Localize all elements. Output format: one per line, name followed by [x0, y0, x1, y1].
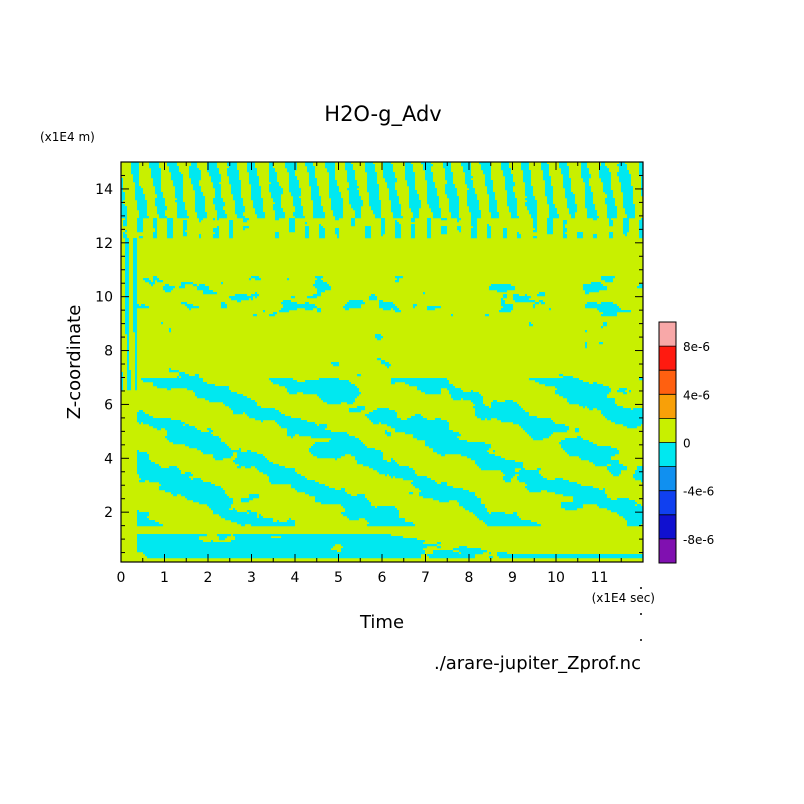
x-axis-unit: (x1E4 sec): [592, 591, 655, 605]
colorbar-label: -8e-6: [683, 533, 714, 547]
corner-marker: [640, 613, 642, 615]
x-tick-label: 10: [547, 570, 565, 586]
y-tick-label: 14: [95, 182, 113, 198]
y-tick-label: 2: [104, 505, 113, 521]
y-tick-label: 12: [95, 236, 113, 252]
x-tick-label: 1: [160, 570, 169, 586]
colorbar-level: [659, 490, 676, 515]
plot-area: [120, 161, 644, 563]
x-axis: 0 1 2 3 4 5 6 7 8 9 10 11: [117, 162, 644, 586]
x-tick-label: 9: [508, 570, 517, 586]
y-axis-unit: (x1E4 m): [40, 130, 95, 144]
colorbar-frame: [658, 321, 677, 564]
x-tick-label: 11: [591, 570, 609, 586]
y-axis-label: Z-coordinate: [64, 305, 85, 420]
negative-region: [121, 162, 643, 559]
colorbar-level: [659, 442, 676, 467]
y-tick-label: 6: [104, 397, 113, 413]
colorbar-label: 4e-6: [683, 388, 710, 402]
colorbar-level: [659, 466, 676, 491]
colorbar-label: 8e-6: [683, 340, 710, 354]
x-tick-label: 6: [378, 570, 387, 586]
colorbar-label: -4e-6: [683, 485, 714, 499]
corner-marker: [640, 587, 642, 589]
colorbar-level: [659, 418, 676, 443]
contour-field: [121, 162, 643, 559]
x-tick-label: 8: [465, 570, 474, 586]
colorbar-level: [659, 514, 676, 539]
x-tick-label: 7: [421, 570, 430, 586]
y-tick-label: 4: [104, 451, 113, 467]
y-tick-label: 8: [104, 344, 113, 360]
colorbar-level: [659, 538, 676, 563]
colorbar-level: [659, 346, 676, 371]
source-file-label: ./arare-jupiter_Zprof.nc: [434, 653, 641, 674]
corner-marker: [640, 639, 642, 641]
x-tick-label: 3: [247, 570, 256, 586]
colorbar: 8e-6 4e-6 0 -4e-6 -8e-6: [658, 321, 714, 564]
colorbar-level: [659, 370, 676, 395]
chart-title: H2O-g_Adv: [324, 102, 441, 127]
x-tick-label: 4: [291, 570, 300, 586]
colorbar-level: [659, 322, 676, 347]
colorbar-level: [659, 394, 676, 419]
x-tick-label: 0: [117, 570, 126, 586]
corner-markers: [640, 587, 642, 641]
y-axis: 2 4 6 8 10 12 14: [95, 161, 643, 554]
x-tick-label: 5: [334, 570, 343, 586]
colorbar-label: 0: [683, 437, 691, 451]
y-tick-label: 10: [95, 290, 113, 306]
x-tick-label: 2: [204, 570, 213, 586]
x-axis-label: Time: [359, 612, 404, 633]
